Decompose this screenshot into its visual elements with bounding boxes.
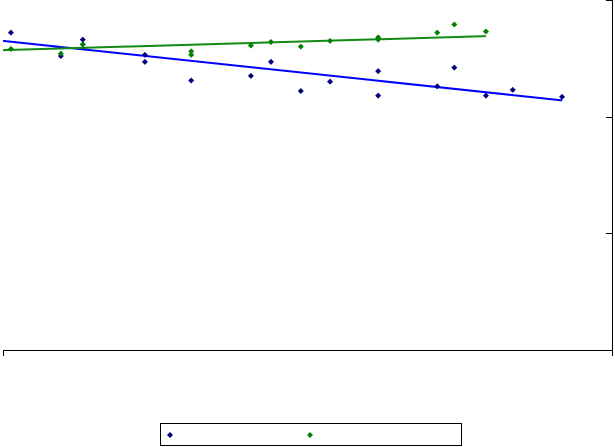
point — [327, 78, 334, 85]
trend-line — [2, 39, 563, 102]
point — [79, 41, 86, 48]
legend-marker — [167, 432, 173, 438]
point — [451, 64, 458, 71]
point — [434, 29, 441, 36]
point — [482, 28, 489, 35]
legend-marker — [307, 432, 313, 438]
point — [7, 29, 14, 36]
point — [434, 83, 441, 90]
point — [267, 39, 274, 45]
point — [297, 88, 304, 94]
point — [141, 58, 148, 65]
point — [247, 72, 254, 79]
point — [188, 48, 195, 55]
point — [57, 50, 64, 57]
point — [267, 58, 274, 65]
point — [297, 43, 304, 50]
trend-line — [2, 35, 486, 52]
point — [247, 42, 254, 49]
point — [327, 37, 334, 44]
point — [375, 36, 382, 43]
point — [375, 68, 382, 75]
point — [559, 93, 566, 100]
point — [375, 92, 382, 99]
point — [188, 51, 195, 58]
point — [509, 86, 516, 93]
point — [482, 92, 489, 99]
point — [7, 46, 14, 52]
point — [451, 21, 458, 28]
point — [188, 77, 195, 84]
point — [79, 36, 86, 43]
point — [141, 51, 148, 58]
